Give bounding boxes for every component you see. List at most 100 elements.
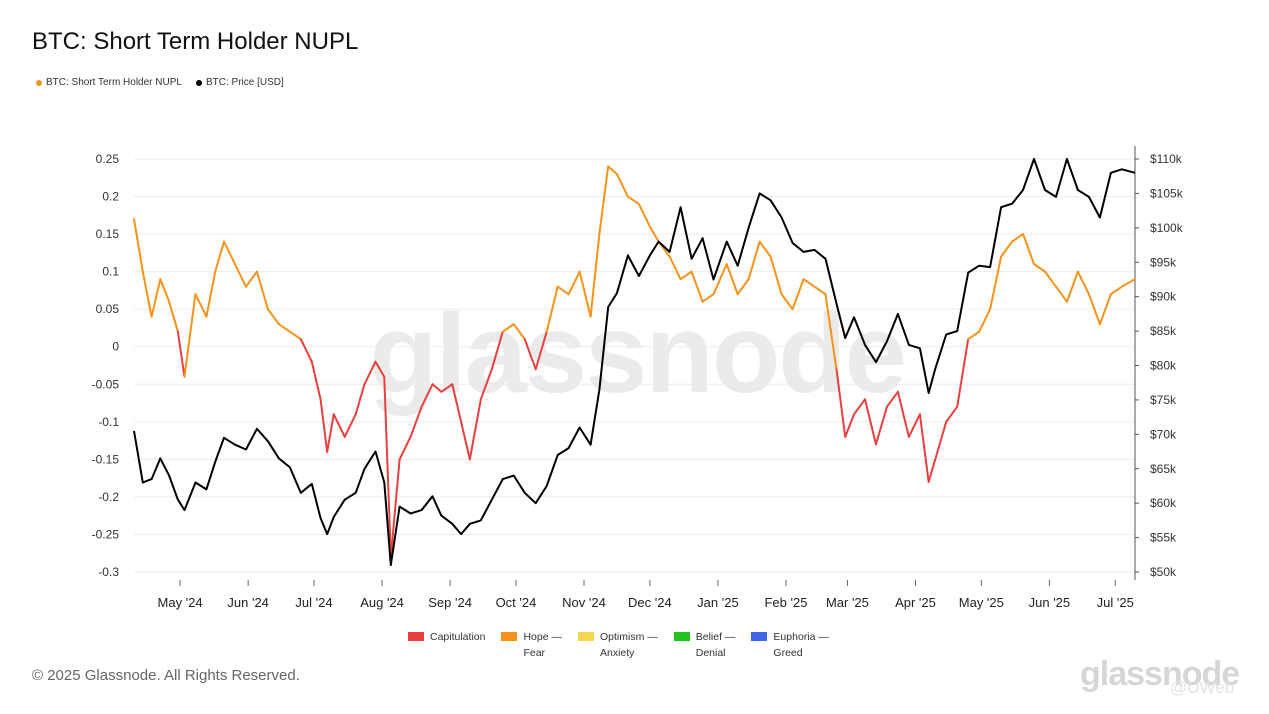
nupl-segment (791, 278, 805, 311)
nupl-segment (501, 323, 515, 333)
nupl-segment (567, 270, 581, 296)
zone-swatch-euphoria-greed (751, 632, 768, 641)
zone-label-optimism-anxiety: Optimism — Anxiety (599, 631, 658, 659)
x-tick-label: May '25 (959, 595, 1004, 610)
watermark: glassnode (369, 291, 905, 416)
nupl-segment (863, 398, 877, 446)
nupl-segment (233, 263, 247, 288)
zone-label-capitulation: Capitulation (430, 631, 486, 643)
left-tick-label: 0.1 (102, 265, 119, 279)
zone-optimism-anxiety[interactable]: Optimism — Anxiety (577, 629, 658, 661)
x-tick-label: Oct '24 (496, 595, 537, 610)
nupl-segment (934, 420, 948, 461)
zone-label-belief-denial: Belief — Denial (695, 631, 736, 659)
zone-hope-fear[interactable]: Hope — Fear (501, 629, 562, 661)
nupl-segment (578, 270, 592, 318)
nupl-segment (468, 398, 482, 461)
zone-swatch-belief-denial (673, 632, 690, 641)
nupl-segment (918, 413, 930, 483)
nupl-segment (1109, 285, 1123, 296)
nupl-segment (1043, 270, 1057, 288)
nupl-segment (363, 360, 377, 386)
nupl-segment (690, 270, 704, 303)
nupl-segment (637, 203, 651, 228)
left-tick-label: 0.15 (96, 227, 120, 241)
zone-swatch-hope-fear (501, 632, 518, 641)
x-tick-label: Nov '24 (562, 595, 606, 610)
right-tick-label: $90k (1150, 290, 1177, 304)
nupl-segment (266, 308, 280, 326)
nupl-segment (354, 383, 366, 416)
nupl-segment (205, 270, 217, 318)
left-tick-label: 0.05 (96, 302, 120, 316)
x-tick-label: Jul '25 (1097, 595, 1134, 610)
zone-capitulation[interactable]: Capitulation (408, 629, 485, 661)
nupl-segment (183, 293, 197, 378)
nupl-segment (168, 300, 179, 333)
legend-item-price[interactable]: BTC: Price [USD] (195, 77, 284, 88)
nupl-segment (1054, 285, 1068, 303)
nupl-segment (244, 270, 258, 288)
nupl-segment (1000, 240, 1014, 258)
nupl-segment (1022, 233, 1036, 266)
right-tick-label: $55k (1150, 531, 1177, 545)
x-tick-label: Mar '25 (826, 595, 869, 610)
legend-label-nupl: BTC: Short Term Holder NUPL (46, 77, 182, 88)
nupl-series (133, 165, 1136, 558)
zone-swatch-capitulation (408, 632, 424, 641)
nupl-segment (978, 308, 992, 333)
legend-label-price: BTC: Price [USD] (205, 77, 284, 88)
nupl-segment (194, 293, 208, 318)
nupl-segment (431, 383, 443, 393)
price-series (133, 158, 1136, 567)
nupl-segment (176, 330, 186, 378)
nupl-segment (712, 263, 728, 296)
right-tick-label: $100k (1150, 221, 1184, 235)
nupl-segment (255, 270, 269, 311)
nupl-segment (598, 165, 610, 236)
right-tick-label: $65k (1150, 462, 1177, 476)
right-tick-label: $70k (1150, 427, 1177, 441)
nupl-segment (736, 278, 750, 296)
nupl-segment (747, 240, 761, 281)
x-tick-label: Apr '25 (895, 595, 936, 610)
nupl-segment (523, 338, 537, 371)
nupl-segment (1033, 263, 1046, 273)
zone-belief-denial[interactable]: Belief — Denial (673, 629, 736, 661)
nupl-segment (534, 330, 548, 371)
zone-legend: Capitulation Hope — Fear Optimism — Anxi… (408, 629, 829, 661)
nupl-segment (648, 225, 660, 243)
nupl-segment (607, 165, 618, 176)
nupl-segment (780, 293, 794, 311)
x-tick-label: May '24 (158, 595, 203, 610)
x-tick-label: Jul '24 (295, 595, 332, 610)
nupl-segment (1011, 233, 1025, 243)
nupl-segment (615, 173, 629, 198)
nupl-segment (907, 413, 921, 438)
brand-watermark: glassnode (1080, 655, 1240, 693)
nupl-segment (512, 323, 526, 341)
nupl-segment (1065, 270, 1079, 303)
nupl-segment (343, 413, 357, 438)
left-tick-label: -0.1 (98, 415, 119, 429)
left-tick-label: -0.25 (92, 527, 120, 541)
nupl-segment (725, 263, 739, 296)
nupl-segment (374, 360, 386, 378)
x-tick-label: Feb '25 (764, 595, 807, 610)
zone-euphoria-greed[interactable]: Euphoria — Greed (751, 629, 829, 661)
top-legend: BTC: Short Term Holder NUPL BTC: Price [… (36, 77, 284, 88)
nupl-segment (332, 413, 346, 438)
nupl-segment (299, 338, 313, 363)
nupl-segment (460, 420, 471, 461)
nupl-segment (835, 368, 847, 438)
nupl-segment (420, 383, 434, 408)
legend-item-nupl[interactable]: BTC: Short Term Holder NUPL (36, 77, 182, 88)
nupl-segment (479, 368, 493, 401)
zone-label-hope-fear: Hope — Fear (523, 631, 562, 659)
nupl-segment (626, 195, 640, 206)
nupl-segment (853, 398, 866, 416)
x-tick-label: Sep '24 (428, 595, 472, 610)
nupl-segment (490, 330, 504, 371)
left-tick-label: -0.3 (98, 565, 119, 579)
